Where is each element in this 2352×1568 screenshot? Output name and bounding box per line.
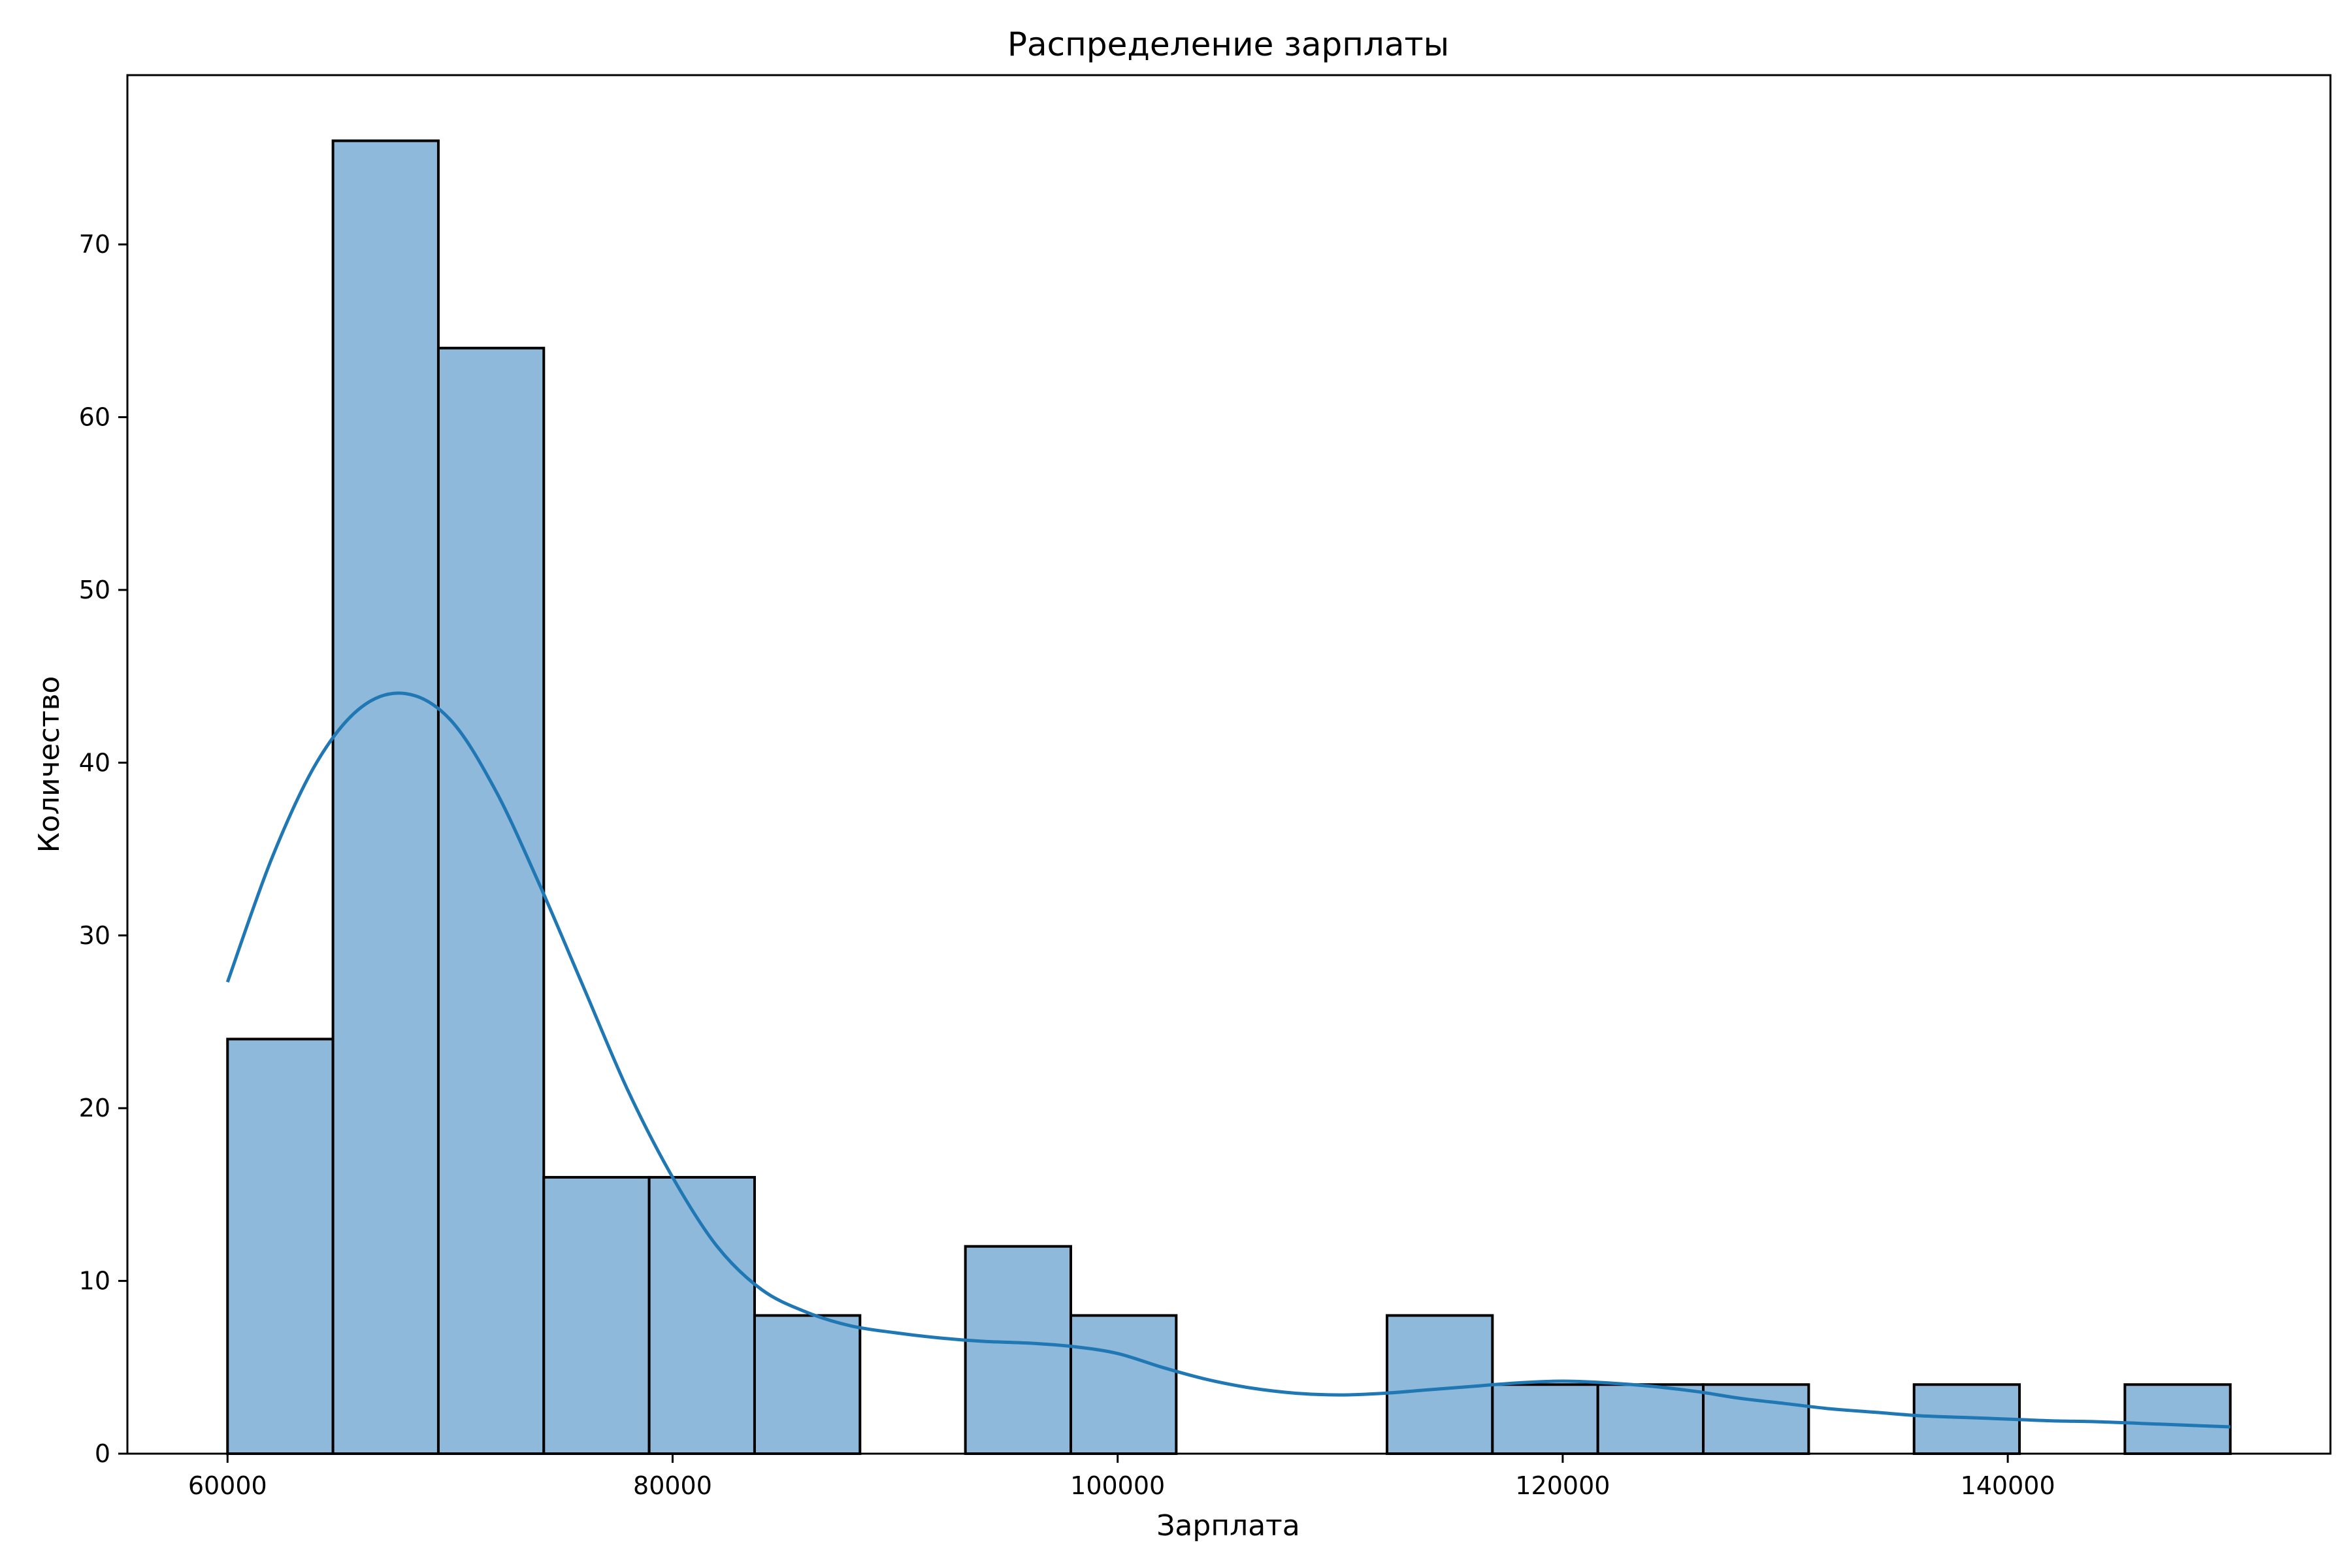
y-axis-label: Количество: [33, 676, 66, 853]
histogram-bar: [542, 1175, 651, 1456]
x-axis-label: Зарплата: [1156, 1509, 1300, 1543]
y-tick-label: 60: [79, 403, 110, 432]
histogram-bar: [1491, 1383, 1599, 1456]
y-tick-label: 30: [79, 921, 110, 950]
x-axis-ticks: 60000 80000 100000 120000 140000: [188, 1454, 2055, 1500]
x-tick-label: 60000: [188, 1471, 267, 1500]
histogram-bar: [964, 1245, 1072, 1456]
plot-frame: [126, 74, 2332, 1455]
histogram-bar: [226, 1037, 335, 1456]
histogram-bar: [331, 139, 440, 1455]
histogram-bar: [753, 1314, 862, 1456]
histogram-bar: [436, 346, 546, 1455]
chart-title: Распределение зарплаты: [1007, 25, 1449, 63]
y-tick-label: 40: [79, 748, 110, 777]
x-tick-label: 140000: [1961, 1471, 2055, 1500]
y-tick-label: 0: [95, 1439, 110, 1468]
kde-curve: [225, 691, 2230, 1429]
histogram-bars: [226, 139, 2232, 1456]
histogram-bar: [1596, 1383, 1705, 1456]
y-tick-label: 10: [79, 1267, 110, 1296]
histogram-bar: [2123, 1383, 2232, 1456]
x-tick-label: 100000: [1070, 1471, 1165, 1500]
histogram-bar: [647, 1175, 756, 1456]
y-tick-label: 20: [79, 1094, 110, 1122]
x-tick-label: 80000: [633, 1471, 712, 1500]
x-tick-label: 120000: [1515, 1471, 1610, 1500]
histogram-bar: [1069, 1314, 1178, 1456]
y-tick-label: 70: [79, 230, 110, 259]
y-tick-label: 50: [79, 576, 110, 604]
y-axis-ticks: 0 10 20 30 40 50 60 70: [79, 230, 127, 1468]
